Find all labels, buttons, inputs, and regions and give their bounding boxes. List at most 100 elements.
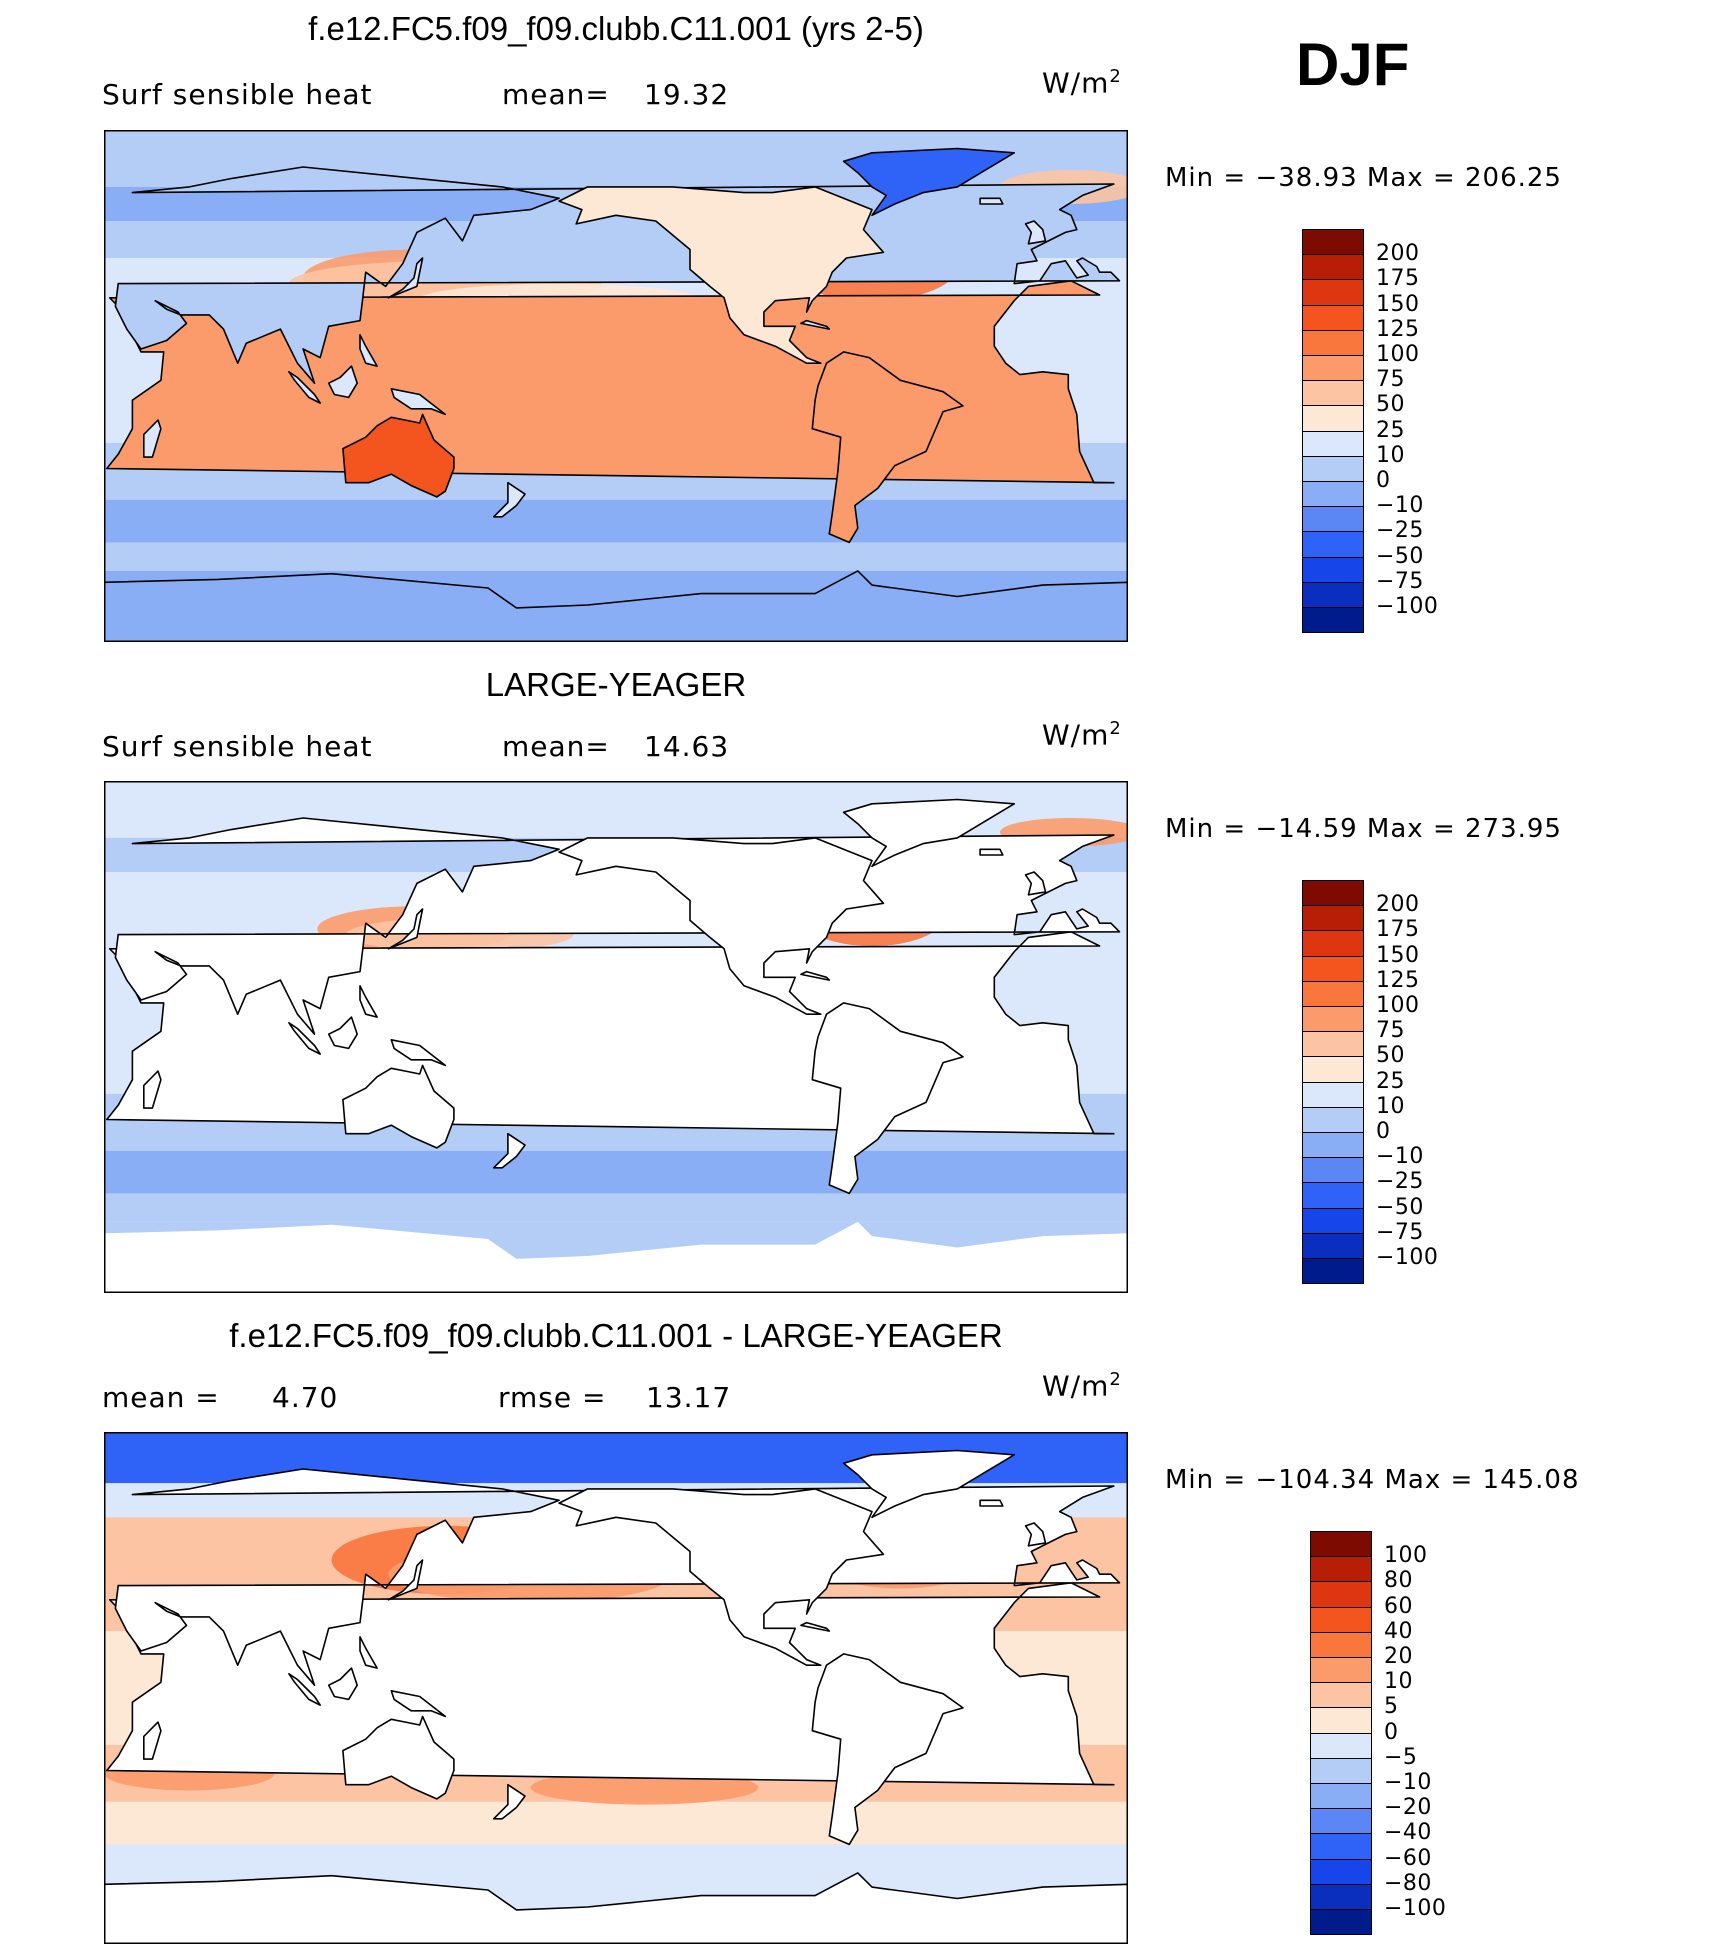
colorbar-swatch [1310, 1531, 1372, 1558]
colorbar-swatch [1302, 1132, 1364, 1159]
field-band [104, 1193, 1128, 1222]
colorbar-tick-label: 10 [1376, 1093, 1405, 1119]
colorbar-swatch [1310, 1657, 1372, 1684]
colorbar-tick-label: 150 [1376, 942, 1420, 968]
land-antarctica [104, 570, 1128, 642]
land-cuba [800, 970, 831, 981]
colorbar-tick-label: −80 [1384, 1870, 1432, 1896]
panel1-units-base: W/m [1042, 66, 1110, 100]
colorbar-swatch [1302, 380, 1364, 407]
panel2-mean-label: mean= [502, 730, 610, 763]
panel1-units: W/m2 [1042, 66, 1122, 99]
land-namerica [558, 837, 885, 1015]
colorbar-tick-label: 150 [1376, 291, 1420, 317]
colorbar-swatch [1310, 1556, 1372, 1583]
land-australia [342, 1715, 455, 1800]
land-cuba [800, 319, 831, 330]
colorbar-swatch [1302, 980, 1364, 1007]
colorbar-swatch [1302, 1081, 1364, 1108]
colorbar-tick-label: 40 [1384, 1618, 1413, 1644]
colorbar-tick-label: −50 [1376, 1194, 1424, 1220]
land-australia [342, 1064, 455, 1149]
panel3-mean-label: mean = [102, 1381, 220, 1414]
colorbar-swatch [1310, 1606, 1372, 1633]
colorbar-swatch [1302, 1182, 1364, 1209]
map-frame [104, 1432, 1128, 1944]
colorbar-tick-label: 125 [1376, 316, 1420, 342]
colorbar-tick-label: −100 [1376, 1245, 1439, 1270]
colorbar-swatch [1302, 531, 1364, 558]
colorbar-swatch [1302, 607, 1364, 634]
panel3-rmse-value: 13.17 [646, 1381, 732, 1414]
land-newguinea [390, 1038, 447, 1067]
colorbar-tick-label: 100 [1376, 993, 1420, 1018]
colorbar-tick-label: 5 [1384, 1694, 1399, 1720]
panel3-colorbar: 100 80 60 40 20 10 5 0 −5 −10 −20 −40 −60 −80 −100 [1310, 1531, 1470, 1936]
land-greenland [842, 147, 1016, 217]
colorbar-tick-label: −25 [1376, 1169, 1424, 1195]
land-uk [1024, 1522, 1047, 1547]
panel1-minmax: Min = −38.93 Max = 206.25 [1165, 163, 1562, 193]
land-samerica [811, 1002, 964, 1195]
panel1-units-exp: 2 [1109, 66, 1122, 87]
colorbar-tick-label: −40 [1384, 1820, 1432, 1846]
land-namerica [558, 186, 885, 364]
panel2-units-base: W/m [1042, 718, 1110, 752]
land-eurasia [114, 166, 1121, 384]
land-greenland [842, 1449, 1016, 1519]
field-band [104, 1801, 1128, 1845]
colorbar-tick-label: −100 [1376, 594, 1439, 619]
land-samerica [811, 1653, 964, 1846]
land-iceland [979, 1499, 1004, 1507]
colorbar-swatch [1310, 1909, 1372, 1936]
colorbar-tick-label: −10 [1376, 1144, 1424, 1170]
colorbar-swatch [1310, 1581, 1372, 1608]
panel2-mean-value: 14.63 [644, 730, 730, 763]
land-iceland [979, 197, 1004, 205]
colorbar-tick-label: 125 [1376, 967, 1420, 993]
land-uk [1024, 871, 1047, 896]
colorbar-swatch [1302, 506, 1364, 533]
colorbar-tick-label: −25 [1376, 518, 1424, 544]
panel2-title: LARGE-YEAGER [485, 666, 747, 703]
colorbar-swatch [1302, 1106, 1364, 1133]
land-philippines [359, 1636, 378, 1669]
colorbar-tick-label: 20 [1384, 1644, 1413, 1669]
land-borneo [327, 365, 358, 399]
panel2-variable: Surf sensible heat [102, 730, 373, 763]
colorbar-swatch [1302, 455, 1364, 482]
land-japan [387, 1559, 424, 1601]
colorbar-swatch [1310, 1757, 1372, 1784]
land-philippines [359, 985, 378, 1018]
land-borneo [327, 1016, 358, 1050]
land-sumatra [288, 371, 321, 404]
colorbar-tick-label: −100 [1384, 1896, 1447, 1921]
colorbar-tick-label: 10 [1384, 1669, 1413, 1695]
panel2-map [104, 781, 1128, 1293]
panel1-mean-label: mean= [502, 78, 610, 111]
land-madagascar [142, 1070, 162, 1109]
colorbar-tick-label: 80 [1384, 1568, 1413, 1594]
panel1-mean-value: 19.32 [644, 78, 730, 111]
colorbar-tick-label: −50 [1376, 543, 1424, 569]
colorbar-tick-label: 75 [1376, 367, 1405, 393]
land-cuba [800, 1621, 831, 1632]
land-madagascar [142, 419, 162, 458]
panel1-variable: Surf sensible heat [102, 78, 373, 111]
field-band [104, 542, 1128, 571]
land-philippines [359, 334, 378, 367]
season-label: DJF [1296, 31, 1410, 98]
panel3-title: f.e12.FC5.f09_f09.clubb.C11.001 - LARGE-… [229, 1317, 1003, 1354]
colorbar-swatch [1310, 1707, 1372, 1734]
colorbar-swatch [1302, 880, 1364, 907]
field-band [104, 499, 1128, 543]
land-namerica [558, 1488, 885, 1666]
colorbar-swatch [1302, 905, 1364, 932]
field-band [104, 1844, 1128, 1873]
colorbar-tick-label: 50 [1376, 392, 1405, 418]
colorbar-tick-label: 100 [1376, 342, 1420, 367]
land-antarctica [104, 1872, 1128, 1944]
land-antarctica [104, 1221, 1128, 1293]
colorbar-tick-label: −20 [1384, 1795, 1432, 1821]
colorbar-swatch [1310, 1783, 1372, 1810]
